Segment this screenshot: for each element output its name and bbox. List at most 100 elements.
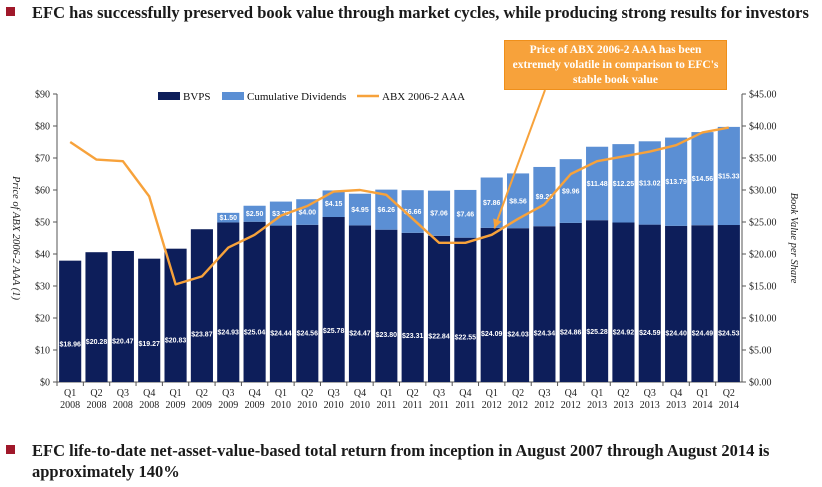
data-label-dividends: $7.06 bbox=[430, 211, 448, 218]
bar-bvps bbox=[401, 232, 424, 382]
callout-arrow-line bbox=[493, 89, 546, 229]
x-tick-quarter: Q4 bbox=[248, 388, 260, 399]
data-label-bvps: $24.92 bbox=[613, 330, 635, 337]
x-tick-year: 2010 bbox=[271, 400, 291, 411]
bar-bvps bbox=[164, 248, 187, 382]
data-label-dividends: $4.00 bbox=[299, 210, 317, 217]
x-tick-quarter: Q2 bbox=[617, 388, 629, 399]
x-tick-year: 2008 bbox=[113, 400, 133, 411]
footnote: EFC life-to-date net-asset-value-based t… bbox=[6, 440, 816, 484]
x-tick-year: 2008 bbox=[139, 400, 159, 411]
x-tick-quarter: Q4 bbox=[459, 388, 471, 399]
bar-bvps bbox=[480, 227, 503, 382]
y-left-tick-label: $40 bbox=[35, 250, 50, 261]
x-tick-quarter: Q2 bbox=[301, 388, 313, 399]
data-label-bvps: $24.09 bbox=[481, 331, 503, 338]
headline-text: EFC has successfully preserved book valu… bbox=[32, 3, 809, 22]
data-label-bvps: $18.96 bbox=[59, 341, 81, 348]
legend-swatch-dividends bbox=[222, 92, 244, 100]
bar-bvps bbox=[243, 221, 266, 382]
bar-bvps bbox=[190, 229, 213, 382]
data-label-bvps: $23.87 bbox=[191, 332, 213, 339]
bar-cumulative-dividends bbox=[533, 166, 556, 227]
data-label-bvps: $24.93 bbox=[218, 330, 240, 337]
x-tick-year: 2014 bbox=[719, 400, 739, 411]
x-tick-quarter: Q1 bbox=[380, 388, 392, 399]
x-tick-year: 2012 bbox=[508, 400, 528, 411]
bar-bvps bbox=[85, 252, 108, 382]
bar-cumulative-dividends bbox=[296, 199, 319, 225]
x-tick-year: 2009 bbox=[192, 400, 212, 411]
bar-bvps bbox=[533, 226, 556, 382]
bar-cumulative-dividends bbox=[454, 189, 477, 238]
y-left-tick-label: $20 bbox=[35, 314, 50, 325]
data-label-bvps: $24.49 bbox=[692, 330, 714, 337]
bullet-square-icon bbox=[6, 445, 15, 454]
bar-cumulative-dividends bbox=[401, 190, 424, 233]
data-label-bvps: $24.40 bbox=[665, 331, 687, 338]
legend-swatch-bvps bbox=[158, 92, 180, 100]
y-right-tick-label: $5.00 bbox=[749, 346, 772, 357]
x-tick-year: 2011 bbox=[456, 400, 476, 411]
x-tick-quarter: Q2 bbox=[407, 388, 419, 399]
data-label-bvps: $24.44 bbox=[270, 331, 292, 338]
bar-bvps bbox=[612, 222, 635, 382]
x-tick-quarter: Q4 bbox=[143, 388, 155, 399]
data-label-bvps: $20.28 bbox=[86, 339, 108, 346]
x-tick-year: 2009 bbox=[245, 400, 265, 411]
x-tick-year: 2012 bbox=[561, 400, 581, 411]
callout-text: Price of ABX 2006-2 AAA has been extreme… bbox=[512, 44, 719, 86]
bar-bvps bbox=[269, 225, 293, 382]
x-tick-year: 2008 bbox=[60, 400, 80, 411]
data-label-dividends: $15.33 bbox=[718, 173, 740, 180]
bar-bvps bbox=[559, 222, 582, 382]
data-label-bvps: $25.78 bbox=[323, 328, 345, 335]
x-tick-quarter: Q1 bbox=[64, 388, 76, 399]
data-label-bvps: $24.56 bbox=[297, 330, 319, 337]
x-tick-quarter: Q2 bbox=[723, 388, 735, 399]
bar-cumulative-dividends bbox=[427, 190, 451, 236]
x-tick-year: 2012 bbox=[534, 400, 554, 411]
data-label-bvps: $25.04 bbox=[244, 329, 266, 336]
y-right-axis-title: Book Value per Share bbox=[788, 193, 799, 284]
x-tick-quarter: Q3 bbox=[222, 388, 234, 399]
headline: EFC has successfully preserved book valu… bbox=[6, 2, 816, 46]
x-tick-quarter: Q3 bbox=[433, 388, 445, 399]
data-label-bvps: $24.53 bbox=[718, 330, 740, 337]
bar-cumulative-dividends bbox=[348, 193, 372, 226]
bar-cumulative-dividends bbox=[217, 212, 240, 223]
data-label-dividends: $6.66 bbox=[404, 209, 422, 216]
data-label-bvps: $20.83 bbox=[165, 338, 187, 345]
bar-cumulative-dividends bbox=[717, 126, 740, 226]
bar-bvps bbox=[217, 222, 240, 382]
data-label-dividends: $4.95 bbox=[351, 207, 369, 214]
x-tick-quarter: Q1 bbox=[275, 388, 287, 399]
y-left-tick-label: $90 bbox=[35, 90, 50, 101]
data-label-dividends: $13.02 bbox=[639, 180, 661, 187]
bar-cumulative-dividends bbox=[243, 205, 266, 222]
data-label-bvps: $24.34 bbox=[534, 331, 556, 338]
x-tick-year: 2008 bbox=[87, 400, 107, 411]
bar-bvps bbox=[427, 235, 451, 382]
abx-price-line bbox=[69, 126, 730, 286]
data-label-dividends: $6.26 bbox=[378, 207, 396, 214]
y-left-tick-label: $50 bbox=[35, 218, 50, 229]
data-label-bvps: $24.59 bbox=[639, 330, 661, 337]
bar-bvps bbox=[638, 224, 661, 382]
data-label-dividends: $9.26 bbox=[536, 194, 554, 201]
data-label-dividends: $2.50 bbox=[246, 211, 264, 218]
x-tick-year: 2009 bbox=[218, 400, 238, 411]
y-right-tick-label: $40.00 bbox=[749, 122, 777, 133]
data-label-dividends: $7.46 bbox=[457, 211, 475, 218]
y-left-axis-title: Price of ABX 2006-2 AAA (1) bbox=[10, 175, 21, 300]
footnote-text: EFC life-to-date net-asset-value-based t… bbox=[32, 441, 770, 481]
y-left-tick-label: $10 bbox=[35, 346, 50, 357]
legend-label-abx: ABX 2006-2 AAA bbox=[382, 91, 465, 103]
x-tick-year: 2009 bbox=[166, 400, 186, 411]
y-left-tick-label: $80 bbox=[35, 122, 50, 133]
x-tick-quarter: Q4 bbox=[354, 388, 366, 399]
bar-bvps bbox=[59, 260, 82, 382]
data-label-dividends: $7.86 bbox=[483, 200, 501, 207]
x-tick-quarter: Q2 bbox=[512, 388, 524, 399]
bar-cumulative-dividends bbox=[480, 177, 503, 228]
